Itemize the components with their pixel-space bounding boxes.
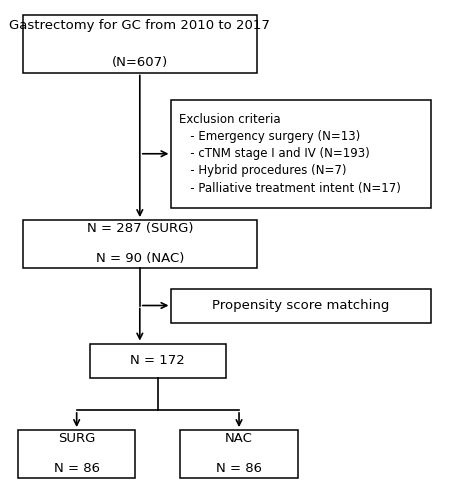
Text: Exclusion criteria: Exclusion criteria	[179, 113, 281, 126]
FancyBboxPatch shape	[18, 430, 135, 478]
Text: - Palliative treatment intent (N=17): - Palliative treatment intent (N=17)	[179, 182, 401, 194]
FancyBboxPatch shape	[171, 100, 431, 208]
FancyBboxPatch shape	[180, 430, 298, 478]
FancyBboxPatch shape	[23, 15, 257, 72]
Text: (N=607): (N=607)	[112, 56, 168, 68]
Text: N = 172: N = 172	[130, 354, 185, 367]
Text: Gastrectomy for GC from 2010 to 2017: Gastrectomy for GC from 2010 to 2017	[9, 19, 270, 32]
Text: N = 86: N = 86	[54, 462, 100, 475]
Text: - cTNM stage I and IV (N=193): - cTNM stage I and IV (N=193)	[179, 148, 370, 160]
Text: SURG: SURG	[58, 432, 95, 445]
Text: N = 90 (NAC): N = 90 (NAC)	[96, 252, 184, 266]
Text: N = 86: N = 86	[216, 462, 262, 475]
Text: NAC: NAC	[225, 432, 253, 445]
FancyBboxPatch shape	[90, 344, 226, 378]
FancyBboxPatch shape	[23, 220, 257, 268]
Text: N = 287 (SURG): N = 287 (SURG)	[87, 222, 193, 235]
Text: - Emergency surgery (N=13): - Emergency surgery (N=13)	[179, 130, 361, 143]
Text: - Hybrid procedures (N=7): - Hybrid procedures (N=7)	[179, 164, 347, 177]
FancyBboxPatch shape	[171, 288, 431, 322]
Text: Propensity score matching: Propensity score matching	[212, 299, 390, 312]
